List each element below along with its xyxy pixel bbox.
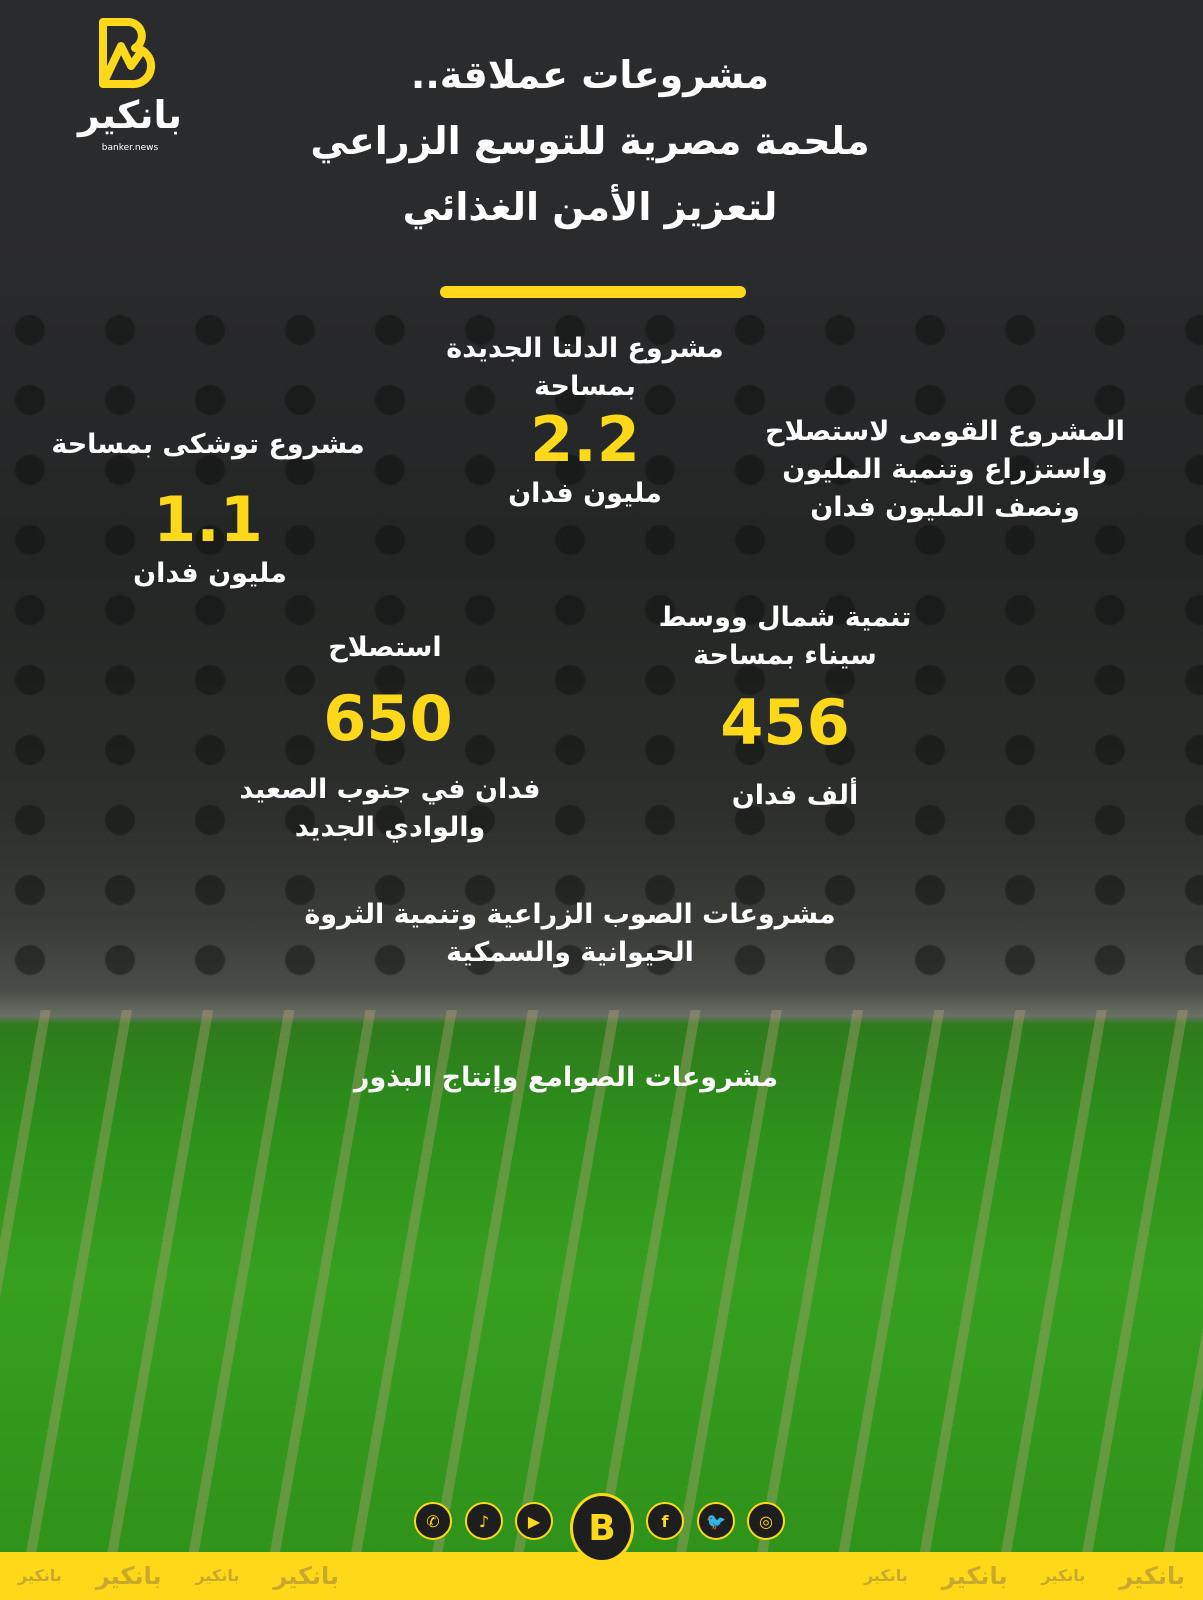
delta-unit: مليون فدان [508,478,662,509]
whatsapp-icon[interactable]: ✆ [414,1502,452,1540]
divider [440,286,746,298]
sinai-value: 456 [720,686,850,759]
delta-value: 2.2 [530,403,640,476]
twitter-icon[interactable]: 🐦 [697,1502,735,1540]
upper-unit: فدان في جنوب الصعيد والوادي الجديد [239,771,540,847]
toshka-value: 1.1 [153,483,263,556]
label-line: الحيوانية والسمكية [446,937,694,968]
brand-mark-button[interactable]: B [570,1493,634,1563]
greenhouses-label: مشروعات الصوب الزراعية وتنمية الثروة الح… [304,896,835,972]
palm-background [0,300,1203,1000]
page-title: مشروعات عملاقة.. ملحمة مصرية للتوسع الزر… [310,42,869,240]
watermark-logo: بانكير [95,1562,162,1590]
label-line: والوادي الجديد [294,812,486,843]
label-line: المشروع القومى لاستصلاح [765,416,1125,447]
watermark-logo: بانكير [941,1562,1008,1590]
brand-name: بانكير [77,93,183,137]
tiktok-icon[interactable]: ♪ [465,1502,503,1540]
watermark-group-right: بانكير بانكير بانكير بانكير [864,1556,1185,1596]
label-line: ونصف المليون فدان [810,492,1080,523]
watermark-logo: بانكير [195,1566,240,1585]
watermark-logo: بانكير [1119,1562,1185,1590]
sinai-unit: ألف فدان [731,780,859,811]
watermark-logo: بانكير [273,1562,340,1590]
brand-domain: banker.news [101,143,159,153]
toshka-label: مشروع توشكى بمساحة [51,429,365,460]
watermark-group-left: بانكير بانكير بانكير بانكير [18,1556,339,1596]
delta-label: مشروع الدلتا الجديدة بمساحة [446,330,723,406]
youtube-icon[interactable]: ▶ [515,1502,553,1540]
sinai-label: تنمية شمال ووسط سيناء بمساحة [659,599,912,675]
toshka-unit: مليون فدان [133,558,287,589]
label-line: بمساحة [534,371,636,402]
brand-logo: بانكير banker.news [60,18,200,154]
watermark-logo: بانكير [1041,1566,1086,1585]
silos-label: مشروعات الصوامع وإنتاج البذور [353,1062,779,1093]
brand-mark-icon [99,18,156,89]
title-line: لتعزيز الأمن الغذائي [402,185,778,229]
label-line: مشروعات الصوب الزراعية وتنمية الثروة [304,899,836,930]
title-line: مشروعات عملاقة.. [410,53,770,97]
watermark-logo: بانكير [18,1566,62,1585]
facebook-icon[interactable]: f [646,1502,684,1540]
upper-value: 650 [323,682,453,755]
instagram-icon[interactable]: ◎ [747,1502,785,1540]
national-label: المشروع القومى لاستصلاح واستزراع وتنمية … [765,413,1125,527]
label-line: فدان في جنوب الصعيد [239,774,541,805]
label-line: تنمية شمال ووسط [658,602,912,633]
label-line: سيناء بمساحة [693,640,877,671]
label-line: واستزراع وتنمية المليون [782,454,1108,485]
title-line: ملحمة مصرية للتوسع الزراعي [310,119,870,163]
label-line: مشروع الدلتا الجديدة [446,333,724,364]
upper-label: استصلاح [328,632,442,663]
watermark-logo: بانكير [863,1566,908,1585]
field-rows-background [0,1010,1203,1555]
